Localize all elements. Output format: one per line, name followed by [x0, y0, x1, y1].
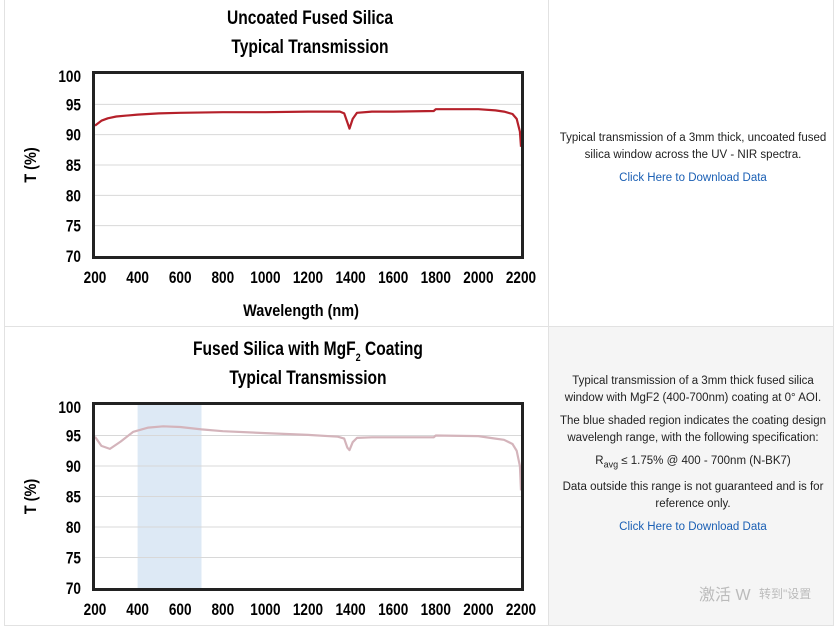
y-axis-label: T (%): [22, 479, 40, 514]
chart-title-line2: Typical Transmission: [231, 36, 388, 58]
y-tick-label: 75: [66, 217, 82, 236]
x-tick-label: 1000: [250, 269, 280, 288]
description-mgf2: Typical transmission of a 3mm thick fuse…: [559, 373, 827, 542]
y-tick-label: 80: [66, 519, 81, 538]
y-axis-label: T (%): [22, 147, 40, 182]
description-text: Typical transmission of a 3mm thick fuse…: [564, 375, 822, 404]
series-line-uncoated: [94, 108, 523, 147]
y-tick-label: 70: [66, 580, 81, 599]
x-tick-label: 1400: [335, 269, 365, 288]
x-tick-label: 1800: [421, 269, 451, 288]
x-tick-label: 1200: [293, 601, 323, 620]
y-tick-label: 85: [66, 157, 82, 176]
chart-title-line1: Fused Silica with MgF2 Coating: [193, 338, 423, 365]
description-cell-uncoated: Typical transmission of a 3mm thick, unc…: [548, 0, 834, 327]
y-tick-label: 75: [66, 549, 82, 568]
download-data-link[interactable]: Click Here to Download Data: [619, 172, 767, 184]
x-tick-label: 200: [84, 269, 107, 288]
x-tick-label: 2200: [506, 269, 536, 288]
y-tick-label: 80: [66, 187, 81, 206]
description-cell-mgf2: Typical transmission of a 3mm thick fuse…: [548, 326, 834, 626]
description-text: Typical transmission of a 3mm thick, unc…: [559, 132, 827, 161]
title-text: Fused Silica with MgF: [193, 338, 356, 360]
x-tick-label: 200: [84, 601, 107, 620]
x-axis-label: Wavelength (nm): [243, 302, 359, 320]
y-tick-label: 95: [66, 96, 82, 115]
x-tick-label: 600: [169, 269, 192, 288]
spec-value: ≤ 1.75% @ 400 - 700nm (N-BK7): [618, 455, 791, 467]
x-tick-label: 2000: [463, 269, 493, 288]
y-tick-label: 90: [66, 458, 81, 477]
download-data-link[interactable]: Click Here to Download Data: [619, 521, 767, 534]
watermark-line2: 转到"设置: [759, 587, 812, 601]
chart-uncoated: Uncoated Fused Silica Typical Transmissio…: [22, 7, 536, 321]
y-tick-label: 85: [66, 488, 82, 507]
watermark-line1: 激活 W: [699, 587, 751, 604]
x-tick-label: 400: [126, 601, 149, 620]
spec-r: R: [595, 455, 604, 467]
chart-title-line2: Typical Transmission: [229, 367, 386, 389]
y-tick-label: 100: [58, 68, 81, 87]
title-text: Coating: [361, 338, 423, 360]
x-tick-label: 1600: [378, 601, 408, 620]
x-tick-label: 1200: [293, 269, 323, 288]
x-tick-label: 1800: [421, 601, 451, 620]
series-line-mgf2-coated: [94, 425, 523, 491]
title-subscript: 2: [356, 352, 361, 364]
specification: Ravg ≤ 1.75% @ 400 - 700nm (N-BK7): [559, 453, 827, 473]
x-tick-label: 800: [211, 269, 234, 288]
x-tick-label: 1600: [378, 269, 408, 288]
x-tick-label: 2200: [506, 601, 536, 620]
y-tick-label: 90: [66, 126, 81, 145]
x-tick-label: 600: [169, 601, 192, 620]
y-tick-label: 95: [66, 427, 82, 446]
x-tick-label: 400: [126, 269, 149, 288]
y-tick-label: 70: [66, 248, 81, 267]
x-tick-label: 1000: [250, 601, 280, 620]
plot-frame: [92, 71, 524, 259]
spec-sub: avg: [603, 459, 619, 470]
x-tick-label: 2000: [463, 601, 493, 620]
description-uncoated: Typical transmission of a 3mm thick, unc…: [559, 130, 827, 193]
y-tick-label: 100: [58, 399, 81, 418]
description-shaded-region: The blue shaded region indicates the coa…: [560, 415, 826, 444]
x-tick-label: 800: [211, 601, 234, 620]
disclaimer: Data outside this range is not guarantee…: [562, 481, 824, 511]
plot-frame: [92, 402, 524, 591]
chart-title-line1: Uncoated Fused Silica: [227, 7, 393, 29]
x-tick-label: 1400: [335, 601, 365, 620]
